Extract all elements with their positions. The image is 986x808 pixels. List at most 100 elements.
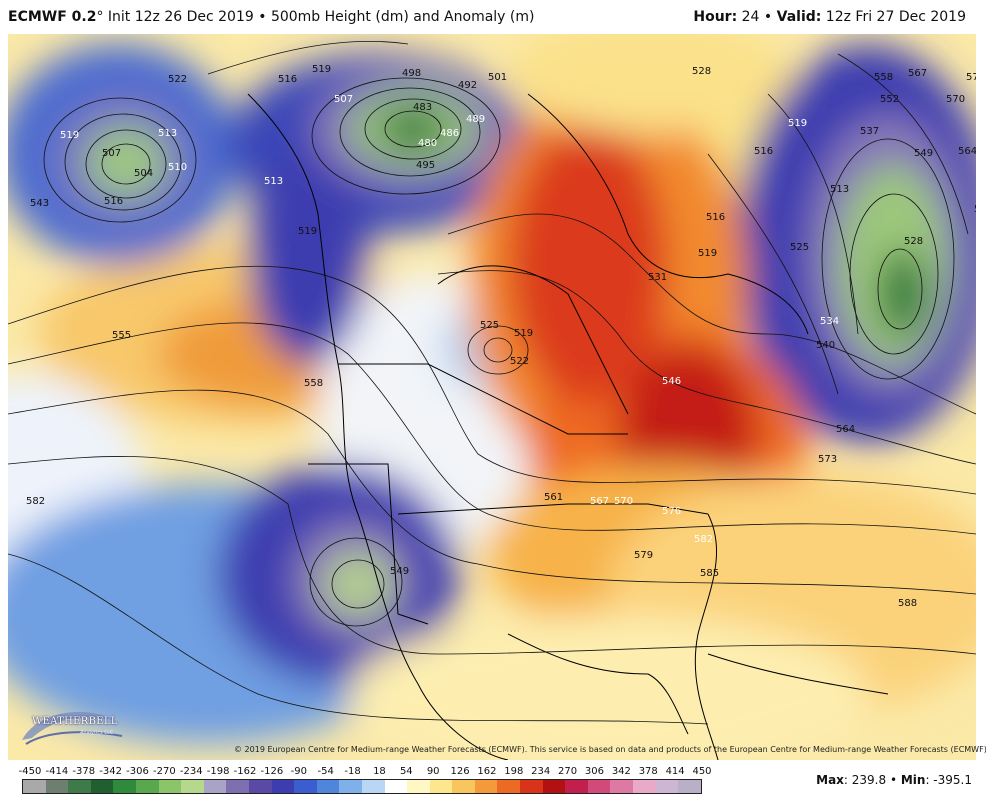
valid-value: 12z Fri 27 Dec 2019 (821, 9, 966, 25)
contour-label: 576 (662, 506, 681, 517)
contour-label: 516 (754, 146, 773, 157)
contour-label: 546 (662, 376, 681, 387)
max-value: : 239.8 • (843, 773, 901, 787)
contour-label: 513 (158, 128, 177, 139)
copyright-notice: © 2019 European Centre for Medium-range … (234, 745, 986, 754)
weatherbell-logo: WEATHERBELL Analytics LLC (18, 700, 128, 752)
contour-label: 516 (104, 196, 123, 207)
legend-color-swatch (181, 780, 204, 793)
legend-color-swatch (633, 780, 656, 793)
legend-ticks: -450 -414 -378 -342 -306 -270 -234 -198 -162 -126… (18, 766, 712, 778)
contour-label: 495 (416, 160, 435, 171)
contour-label: 579 (634, 550, 653, 561)
contour-label: 585 (700, 568, 719, 579)
contour-label: 516 (278, 74, 297, 85)
contour-label: 480 (418, 138, 437, 149)
legend-color-swatch (520, 780, 543, 793)
contour-label: 534 (820, 316, 839, 327)
contour-label: 570 (614, 496, 633, 507)
min-value: : -395.1 (925, 773, 972, 787)
legend-tick-label: 342 (611, 766, 631, 777)
legend-tick-label: -198 (206, 766, 230, 777)
legend-tick-label: -162 (233, 766, 257, 777)
hour-value: 24 • (737, 9, 777, 25)
contour-label: 558 (304, 378, 323, 389)
contour-label: 507 (334, 94, 353, 105)
contour-label: 564 (836, 424, 855, 435)
header-valid-time: Hour: 24 • Valid: 12z Fri 27 Dec 2019 (693, 9, 966, 25)
contour-label: 552 (880, 94, 899, 105)
contour-label: 525 (790, 242, 809, 253)
coastlines (247, 93, 889, 760)
legend-tick-label: 414 (665, 766, 685, 777)
hour-label: Hour: (693, 9, 738, 25)
legend-tick-label: 378 (638, 766, 658, 777)
legend-tick-label: -414 (45, 766, 69, 777)
contour-label: 489 (466, 114, 485, 125)
contour-label: 537 (860, 126, 879, 137)
legend-tick-label: 270 (558, 766, 578, 777)
contour-label: 507 (102, 148, 121, 159)
contour-label: 519 (514, 328, 533, 339)
legend-color-swatch (135, 780, 159, 793)
legend-color-swatch (158, 780, 182, 793)
legend-color-swatch (226, 780, 249, 793)
legend-tick-label: -234 (179, 766, 203, 777)
contour-label: 492 (458, 80, 477, 91)
map-header: ECMWF 0.2° Init 12z 26 Dec 2019 • 500mb … (0, 0, 986, 34)
contour-label: 561 (544, 492, 563, 503)
legend-color-swatch (678, 780, 701, 793)
contour-label: 513 (264, 176, 283, 187)
contour-label: 519 (60, 130, 79, 141)
contour-label: 522 (168, 74, 187, 85)
max-label: Max (816, 773, 844, 787)
legend-color-swatch (316, 780, 340, 793)
contour-label: 525 (480, 320, 499, 331)
legend-tick-label: -450 (18, 766, 42, 777)
contour-label: 543 (30, 198, 49, 209)
legend-tick-label: -54 (317, 766, 334, 777)
contour-label: 555 (112, 330, 131, 341)
legend-color-swatch (45, 780, 69, 793)
legend-color-swatch (339, 780, 362, 793)
legend-color-swatch (542, 780, 566, 793)
contour-label: 498 (402, 68, 421, 79)
field-stats: Max: 239.8 • Min: -395.1 (816, 773, 972, 787)
contour-label: 582 (26, 496, 45, 507)
contour-label: 528 (904, 236, 923, 247)
legend-color-swatch (452, 780, 475, 793)
legend-color-swatch (23, 780, 46, 793)
contour-label: 567 (590, 496, 609, 507)
legend-tick-label: -270 (153, 766, 176, 777)
legend-tick-label: -306 (126, 766, 149, 777)
contour-label: 582 (694, 534, 713, 545)
legend-color-swatch (610, 780, 634, 793)
contour-labels: 522 519 507 504 513 510 516 543 516 519 507 498 492 5… (26, 64, 976, 609)
legend-color-swatch (361, 780, 385, 793)
logo-subtitle: Analytics LLC (80, 730, 114, 736)
legend-color-swatch (587, 780, 611, 793)
contour-label: 510 (168, 162, 187, 173)
weather-map: 522 519 507 504 513 510 516 543 516 519 507 498 492 5… (8, 34, 976, 760)
contour-label: 561 (974, 204, 976, 215)
legend-color-swatch (90, 780, 114, 793)
contour-label: 567 (908, 68, 927, 79)
legend-tick-label: 18 (373, 766, 386, 777)
anomaly-field: 522 519 507 504 513 510 516 543 516 519 507 498 492 5… (8, 34, 976, 760)
contour-label: 519 (312, 64, 331, 75)
contour-label: 519 (788, 118, 807, 129)
contour-label: 564 (958, 146, 976, 157)
contour-label: 483 (413, 102, 432, 113)
legend-tick-label: 306 (584, 766, 605, 777)
height-contours (8, 40, 976, 725)
contour-label: 528 (692, 66, 711, 77)
header-title: ECMWF 0.2° Init 12z 26 Dec 2019 • 500mb … (8, 9, 534, 25)
contour-label: 519 (698, 248, 717, 259)
legend-color-swatch (248, 780, 272, 793)
legend-color-swatch (407, 780, 430, 793)
contour-label: 486 (440, 128, 459, 139)
contour-label: 549 (914, 148, 933, 159)
contour-label: 570 (946, 94, 965, 105)
legend-tick-label: -126 (260, 766, 284, 777)
legend-color-swatch (68, 780, 91, 793)
